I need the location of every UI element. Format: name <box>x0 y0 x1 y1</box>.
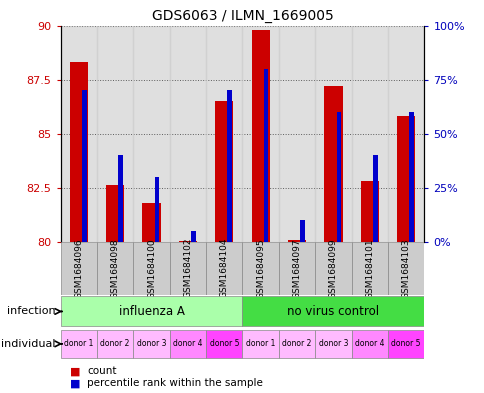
Bar <box>278 242 315 295</box>
Bar <box>360 181 378 242</box>
Bar <box>351 330 387 358</box>
Bar <box>97 242 133 295</box>
Text: no virus control: no virus control <box>287 305 378 318</box>
Bar <box>60 296 242 327</box>
Bar <box>242 26 278 242</box>
Text: individual: individual <box>1 339 56 349</box>
Text: influenza A: influenza A <box>119 305 184 318</box>
Bar <box>133 330 169 358</box>
Bar <box>118 155 122 242</box>
Bar <box>154 177 159 242</box>
Bar <box>60 26 97 242</box>
Text: donor 2: donor 2 <box>100 340 130 348</box>
Bar <box>97 330 133 358</box>
Bar <box>133 242 169 295</box>
Text: donor 1: donor 1 <box>64 340 93 348</box>
Text: donor 3: donor 3 <box>318 340 348 348</box>
Bar <box>169 330 206 358</box>
Bar <box>133 26 169 242</box>
Text: ■: ■ <box>70 378 81 388</box>
Text: donor 5: donor 5 <box>391 340 420 348</box>
Text: GSM1684097: GSM1684097 <box>292 238 301 299</box>
Bar <box>227 90 231 242</box>
Bar <box>263 69 268 242</box>
Bar <box>179 241 197 242</box>
Bar <box>278 26 315 242</box>
Bar <box>351 26 387 242</box>
Text: infection: infection <box>7 307 56 316</box>
Bar <box>287 239 305 242</box>
Bar <box>387 330 424 358</box>
Text: ■: ■ <box>70 366 81 376</box>
Text: GSM1684098: GSM1684098 <box>110 238 120 299</box>
Bar <box>278 330 315 358</box>
Bar <box>315 330 351 358</box>
Title: GDS6063 / ILMN_1669005: GDS6063 / ILMN_1669005 <box>151 9 333 23</box>
Bar <box>242 296 424 327</box>
Bar <box>169 242 206 295</box>
Text: GSM1684100: GSM1684100 <box>147 238 156 299</box>
Text: GSM1684103: GSM1684103 <box>401 238 410 299</box>
Bar <box>387 242 424 295</box>
Bar <box>408 112 413 242</box>
Text: GSM1684096: GSM1684096 <box>74 238 83 299</box>
Bar <box>324 86 342 242</box>
Bar <box>387 26 424 242</box>
Bar <box>60 330 97 358</box>
Text: GSM1684095: GSM1684095 <box>256 238 265 299</box>
Bar <box>215 101 233 242</box>
Bar <box>372 155 377 242</box>
Bar <box>351 242 387 295</box>
Bar <box>142 203 160 242</box>
Bar <box>191 231 195 242</box>
Bar <box>336 112 340 242</box>
Bar <box>206 330 242 358</box>
Text: donor 2: donor 2 <box>282 340 311 348</box>
Bar <box>60 242 97 295</box>
Text: GSM1684104: GSM1684104 <box>219 238 228 298</box>
Bar <box>82 90 86 242</box>
Bar <box>315 26 351 242</box>
Text: donor 4: donor 4 <box>173 340 202 348</box>
Bar <box>242 330 278 358</box>
Bar <box>70 62 88 242</box>
Bar <box>396 116 414 242</box>
Bar <box>97 26 133 242</box>
Text: donor 1: donor 1 <box>245 340 275 348</box>
Bar <box>315 242 351 295</box>
Bar <box>251 30 269 242</box>
Text: donor 5: donor 5 <box>209 340 239 348</box>
Bar <box>300 220 304 242</box>
Text: GSM1684101: GSM1684101 <box>364 238 374 299</box>
Bar <box>106 185 124 242</box>
Text: count: count <box>87 366 117 376</box>
Bar <box>206 26 242 242</box>
Bar <box>169 26 206 242</box>
Text: GSM1684102: GSM1684102 <box>183 238 192 298</box>
Bar <box>242 242 278 295</box>
Text: donor 3: donor 3 <box>136 340 166 348</box>
Text: donor 4: donor 4 <box>354 340 384 348</box>
Text: GSM1684099: GSM1684099 <box>328 238 337 299</box>
Bar <box>206 242 242 295</box>
Text: percentile rank within the sample: percentile rank within the sample <box>87 378 263 388</box>
